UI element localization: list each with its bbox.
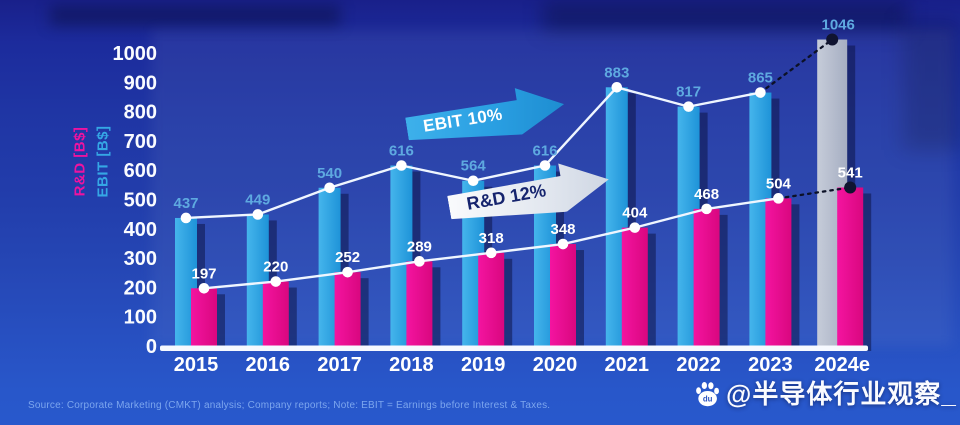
ebit-marker <box>755 87 766 98</box>
rnd-forecast-line <box>777 186 852 200</box>
rnd-bar <box>837 187 864 349</box>
rnd-bar <box>550 244 576 349</box>
ebit-marker <box>396 160 407 171</box>
rnd-bar <box>406 261 433 349</box>
x-tick-label: 2023 <box>748 354 793 376</box>
rnd-marker <box>485 247 497 259</box>
ebit-marker <box>539 160 551 171</box>
rnd-bar <box>334 272 361 349</box>
rnd-bar <box>262 281 289 349</box>
y-tick-label: 800 <box>124 102 157 124</box>
rnd-value-label: 252 <box>335 249 360 266</box>
ebit-value-label: 449 <box>245 191 270 208</box>
rnd-marker <box>342 266 353 278</box>
rnd-bar <box>191 288 217 349</box>
rnd-value-label: 348 <box>550 221 575 238</box>
rnd-value-label: 289 <box>407 238 432 255</box>
y-tick-label: 600 <box>124 160 157 182</box>
ebit-forecast-line <box>759 38 834 94</box>
y-tick-label: 200 <box>124 277 157 299</box>
rnd-value-label: 541 <box>838 164 863 181</box>
ebit-forecast-marker <box>826 33 839 46</box>
ebit-value-label: 1046 <box>822 17 855 34</box>
ebit-value-label: 437 <box>173 195 198 212</box>
y-tick-label: 300 <box>124 248 157 270</box>
rnd-marker <box>629 222 641 233</box>
rnd-value-label: 220 <box>263 259 288 276</box>
x-tick-label: 2015 <box>174 354 219 376</box>
ebit-value-label: 540 <box>317 165 342 182</box>
x-tick-label: 2018 <box>389 354 434 376</box>
rnd-value-label: 318 <box>479 230 504 247</box>
ebit-value-label: 817 <box>676 84 701 101</box>
x-tick-label: 2022 <box>676 354 721 376</box>
ebit-marker <box>611 81 623 93</box>
rnd-marker <box>414 256 425 267</box>
ebit-marker <box>252 209 264 220</box>
y-tick-label: 500 <box>124 190 157 212</box>
watermark-text: @半导体行业观察_ <box>726 378 957 409</box>
rnd-bar <box>478 252 505 349</box>
svg-text:du: du <box>703 395 713 404</box>
ebit-marker <box>467 175 479 187</box>
y-tick-label: 400 <box>124 219 157 241</box>
ebit-marker <box>324 182 335 194</box>
rnd-value-label: 404 <box>622 205 648 222</box>
rnd-value-label: 504 <box>766 175 792 192</box>
rnd-marker <box>557 238 569 250</box>
rnd-marker <box>701 203 712 215</box>
source-note: Source: Corporate Marketing (CMKT) analy… <box>28 400 551 411</box>
x-tick-label: 2019 <box>461 354 506 376</box>
x-tick-label: 2016 <box>246 354 291 376</box>
rnd-bar <box>765 198 792 349</box>
y-tick-label: 1000 <box>113 43 158 65</box>
ebit-value-label: 865 <box>748 70 773 87</box>
ebit-value-label: 616 <box>389 143 414 160</box>
x-tick-label: 2017 <box>317 354 362 376</box>
rnd-value-label: 468 <box>694 186 719 203</box>
ebit-value-label: 616 <box>532 143 557 160</box>
rnd-marker <box>270 276 282 287</box>
y-tick-label: 100 <box>124 307 157 329</box>
ebit-value-label: 564 <box>461 158 487 175</box>
x-tick-label: 2021 <box>605 354 650 376</box>
watermark: du @半导体行业观察_ <box>693 379 957 408</box>
rnd-marker <box>773 193 784 204</box>
ebit-value-label: 883 <box>604 64 629 81</box>
x-tick-label: 2020 <box>533 354 578 376</box>
rnd-marker <box>198 282 210 294</box>
x-axis-line <box>160 345 868 351</box>
y-tick-label: 700 <box>124 131 157 153</box>
rnd-bar <box>693 208 720 349</box>
rnd-value-label: 197 <box>191 265 216 282</box>
baidu-paw-icon: du <box>696 382 719 407</box>
rnd-forecast-marker <box>844 181 857 194</box>
ebit-marker <box>683 101 694 112</box>
ebit-marker <box>180 212 192 224</box>
x-tick-label: 2024e <box>814 354 870 376</box>
y-tick-label: 0 <box>146 336 157 358</box>
y-tick-label: 900 <box>124 72 157 94</box>
rnd-bar <box>621 227 648 349</box>
